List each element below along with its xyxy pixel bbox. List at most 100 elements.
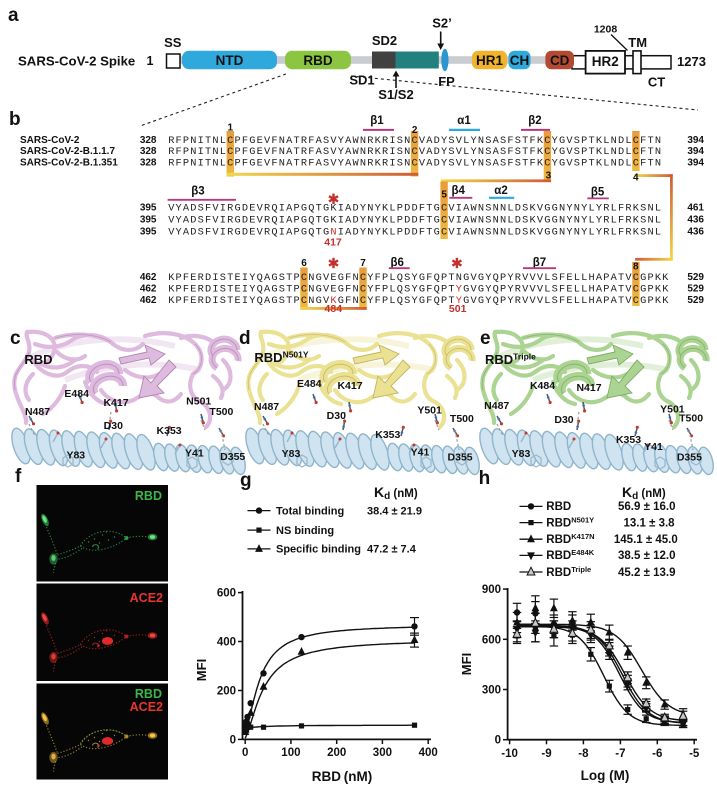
svg-text:RBD: RBD xyxy=(135,687,162,701)
svg-text:e: e xyxy=(480,328,491,349)
svg-text:ACE2: ACE2 xyxy=(130,700,163,714)
svg-text:D355: D355 xyxy=(448,452,473,464)
svg-text:K353: K353 xyxy=(375,429,400,441)
svg-text:T500: T500 xyxy=(209,406,233,418)
svg-text:462: 462 xyxy=(140,272,157,283)
svg-text:45.2 ± 13.9: 45.2 ± 13.9 xyxy=(618,567,675,579)
svg-text:1273: 1273 xyxy=(677,54,706,69)
svg-text:328: 328 xyxy=(140,135,157,146)
svg-text:394: 394 xyxy=(687,157,704,168)
svg-text:300: 300 xyxy=(482,685,501,697)
svg-text:900: 900 xyxy=(482,584,501,596)
svg-text:-10: -10 xyxy=(501,748,518,760)
svg-text:VYADSFVIRGDEVRQIAPGQTGKIADYNYK: VYADSFVIRGDEVRQIAPGQTGKIADYNYKLPDDFTGCVI… xyxy=(168,214,662,226)
svg-text:CT: CT xyxy=(648,75,665,90)
svg-text:47.2 ± 7.4: 47.2 ± 7.4 xyxy=(367,544,417,556)
svg-text:7: 7 xyxy=(360,258,366,269)
svg-text:Y41: Y41 xyxy=(644,441,663,453)
svg-text:462: 462 xyxy=(140,295,157,306)
svg-text:β5: β5 xyxy=(591,187,605,199)
svg-text:1: 1 xyxy=(147,54,154,68)
svg-text:β6: β6 xyxy=(390,257,403,269)
svg-text:K417: K417 xyxy=(337,380,362,392)
svg-text:38.4 ± 21.9: 38.4 ± 21.9 xyxy=(367,505,422,517)
svg-text:T500: T500 xyxy=(679,412,703,424)
svg-text:β4: β4 xyxy=(451,185,465,197)
svg-text:T500: T500 xyxy=(450,413,474,425)
svg-text:N487: N487 xyxy=(254,401,279,413)
svg-text:Specific binding: Specific binding xyxy=(276,544,361,556)
svg-text:D30: D30 xyxy=(327,410,346,422)
svg-text:395: 395 xyxy=(140,202,157,213)
svg-text:D355: D355 xyxy=(220,451,245,463)
svg-text:β2: β2 xyxy=(528,115,541,127)
svg-text:SS: SS xyxy=(164,35,182,50)
svg-text:KPFERDISTEIYQAGSTPCNGVKGFNCYFP: KPFERDISTEIYQAGSTPCNGVKGFNCYFPLQSYGFQPTY… xyxy=(168,295,669,307)
svg-text:Y501: Y501 xyxy=(660,403,685,415)
svg-text:4: 4 xyxy=(633,173,639,184)
svg-text:h: h xyxy=(479,468,491,489)
svg-text:2: 2 xyxy=(412,125,418,136)
svg-text:Y83: Y83 xyxy=(512,448,531,460)
svg-text:436: 436 xyxy=(687,227,704,238)
svg-text:K353: K353 xyxy=(616,434,641,446)
svg-text:D30: D30 xyxy=(104,420,123,432)
svg-text:SARS-CoV-2-B.1.1.7: SARS-CoV-2-B.1.1.7 xyxy=(20,146,115,157)
svg-text:N417: N417 xyxy=(576,382,601,394)
svg-text:CD: CD xyxy=(550,53,570,68)
svg-text:461: 461 xyxy=(687,202,704,213)
svg-text:c: c xyxy=(10,328,21,349)
svg-text:0: 0 xyxy=(230,734,236,746)
svg-text:200: 200 xyxy=(327,747,346,759)
svg-text:-5: -5 xyxy=(689,748,700,760)
svg-text:-7: -7 xyxy=(615,748,625,760)
svg-text:-9: -9 xyxy=(541,748,551,760)
svg-text:436: 436 xyxy=(687,214,704,225)
svg-text:CH: CH xyxy=(510,53,530,68)
svg-text:RBD: RBD xyxy=(546,501,571,513)
svg-text:ACE2: ACE2 xyxy=(130,591,163,605)
svg-text:KPFERDISTEIYQAGSTPCNGVEGFNCYFP: KPFERDISTEIYQAGSTPCNGVEGFNCYFPLQSYGFQPTY… xyxy=(168,283,669,295)
svg-text:5: 5 xyxy=(441,189,447,200)
svg-text:HR2: HR2 xyxy=(592,54,619,69)
svg-text:Total binding: Total binding xyxy=(276,505,344,517)
svg-text:N487: N487 xyxy=(484,400,509,412)
svg-text:300: 300 xyxy=(373,747,392,759)
svg-text:β3: β3 xyxy=(191,186,204,198)
svg-text:6: 6 xyxy=(301,258,307,269)
svg-text:SD2: SD2 xyxy=(372,33,397,48)
svg-text:328: 328 xyxy=(140,157,157,168)
svg-text:0: 0 xyxy=(242,747,248,759)
svg-text:484: 484 xyxy=(325,303,343,315)
svg-text:395: 395 xyxy=(140,214,157,225)
svg-text:VYADSFVIRGDEVRQIAPGQTGKIADYNYK: VYADSFVIRGDEVRQIAPGQTGKIADYNYKLPDDFTGCVI… xyxy=(168,202,662,214)
svg-text:K417: K417 xyxy=(103,397,128,409)
svg-text:Y41: Y41 xyxy=(185,448,204,460)
svg-text:E484: E484 xyxy=(64,388,89,400)
svg-text:RBD: RBD xyxy=(135,489,162,503)
svg-text:HR1: HR1 xyxy=(476,53,503,68)
svg-text:RFPNITNLCPFGEVFNATRFASVYAWNRKR: RFPNITNLCPFGEVFNATRFASVYAWNRKRISNCVADYSV… xyxy=(168,146,662,158)
svg-text:FP: FP xyxy=(438,74,455,89)
svg-text:b: b xyxy=(9,109,21,130)
svg-text:13.1 ± 3.8: 13.1 ± 3.8 xyxy=(624,517,676,529)
svg-text:D30: D30 xyxy=(554,414,573,426)
svg-text:MFI: MFI xyxy=(194,659,209,681)
svg-text:400: 400 xyxy=(419,747,438,759)
svg-text:KPFERDISTEIYQAGSTPCNGVEGFNCYFP: KPFERDISTEIYQAGSTPCNGVEGFNCYFPLQSYGFQPTN… xyxy=(168,272,669,284)
svg-text:K484: K484 xyxy=(530,380,555,392)
svg-text:462: 462 xyxy=(140,283,157,294)
svg-text:S1/S2: S1/S2 xyxy=(378,87,413,102)
svg-text:529: 529 xyxy=(687,295,704,306)
svg-text:β7: β7 xyxy=(533,257,546,269)
svg-text:0: 0 xyxy=(495,735,501,747)
svg-text:200: 200 xyxy=(217,686,236,698)
svg-text:TM: TM xyxy=(628,35,647,50)
svg-text:β1: β1 xyxy=(370,115,384,127)
svg-text:-6: -6 xyxy=(652,748,662,760)
svg-text:Y83: Y83 xyxy=(66,450,85,462)
svg-text:NTD: NTD xyxy=(216,53,244,68)
svg-text:SD1: SD1 xyxy=(349,73,374,88)
svg-text:417: 417 xyxy=(324,237,342,249)
svg-text:-8: -8 xyxy=(578,748,589,760)
